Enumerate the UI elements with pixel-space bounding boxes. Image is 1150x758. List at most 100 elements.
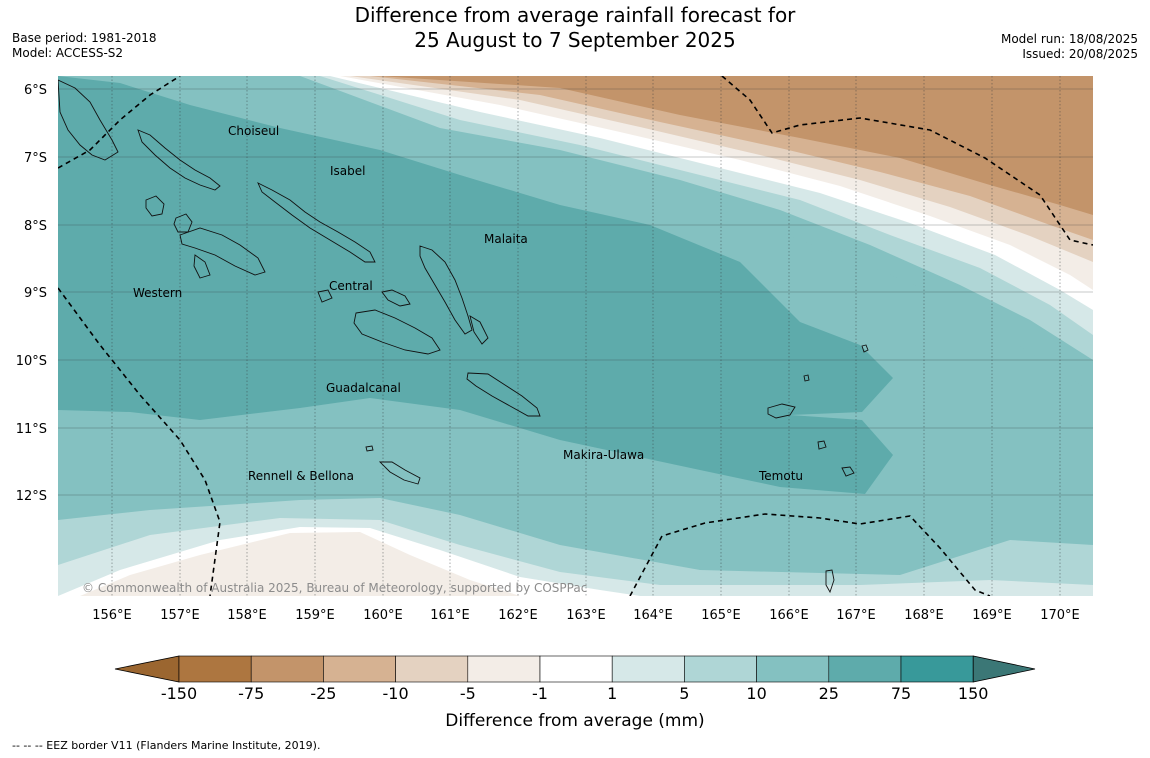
lon-label-169e: 169°E [972,608,1012,623]
lon-label-156e: 156°E [92,608,132,623]
island-nggela [381,289,411,307]
issued-date: Issued: 20/08/2025 [1022,47,1138,61]
lat-label-12s: 12°S [16,489,47,504]
colorbar-segment [828,655,902,683]
colorbar-extend-high [972,655,1036,683]
island-new-georgia [179,227,266,276]
colorbar-tick-label: 10 [746,684,766,703]
colorbar-tick-label: 25 [819,684,839,703]
model-name: Model: ACCESS-S2 [12,46,124,60]
island-anuta [825,569,835,594]
colorbar-tick-label: 5 [679,684,689,703]
colorbar-segment [900,655,974,683]
island-guadalcanal [353,309,441,355]
label-guadalcanal: Guadalcanal [326,381,401,395]
lon-label-167e: 167°E [836,608,876,623]
meta-left: Base period: 1981-2018 Model: ACCESS-S2 [12,31,157,61]
longitude-labels: 156°E 157°E 158°E 159°E 160°E 161°E 162°… [92,608,1080,623]
lat-label-6s: 6°S [24,83,47,98]
island-savo [317,289,333,303]
coastlines [58,79,869,594]
colorbar-tick-label: 75 [891,684,911,703]
colorbar-tick-label: -5 [460,684,476,703]
lon-label-166e: 166°E [769,608,809,623]
lon-label-161e: 161°E [430,608,470,623]
band-dry-25-75 [380,76,1093,215]
colorbar-segment [539,655,613,683]
island-duff [861,344,869,353]
colorbar-segment [250,655,324,683]
lat-label-9s: 9°S [24,286,47,301]
colorbar-tick-label: -150 [161,684,197,703]
place-labels: Choiseul Isabel Malaita Western Central … [133,124,803,483]
label-western: Western [133,286,182,300]
island-makira [466,372,541,417]
lon-label-160e: 160°E [363,608,403,623]
lon-label-164e: 164°E [633,608,673,623]
title-line-1: Difference from average rainfall forecas… [354,3,796,27]
lat-label-10s: 10°S [16,354,47,369]
model-run: Model run: 18/08/2025 [1000,32,1138,46]
colorbar-tick-label: 1 [607,684,617,703]
graticule [58,88,1093,496]
island-bougainville [58,79,119,161]
island-tikopia [841,466,855,477]
label-temotu: Temotu [758,469,803,483]
eez-border [58,76,1093,596]
lon-label-170e: 170°E [1040,608,1080,623]
latitude-labels: 6°S 7°S 8°S 9°S 10°S 11°S 12°S [16,83,47,504]
colorbar-segment [395,655,469,683]
colorbar-extend-low [114,655,180,683]
lon-label-168e: 168°E [904,608,944,623]
lon-label-165e: 165°E [701,608,741,623]
island-choiseul [137,129,221,191]
colorbar: -150 -75 -25 -10 -5 -1 1 5 10 25 75 150 [114,655,1036,703]
title-line-2: 25 August to 7 September 2025 [414,28,736,52]
label-makira-ulawa: Makira-Ulawa [563,448,644,462]
island-santa-cruz [767,403,796,419]
lat-label-11s: 11°S [16,422,47,437]
colorbar-title: Difference from average (mm) [445,711,704,731]
colorbar-tick-label: -1 [532,684,548,703]
colorbar-segment [756,655,830,683]
label-central: Central [329,279,373,293]
lon-label-162e: 162°E [498,608,538,623]
lat-label-8s: 8°S [24,219,47,234]
colorbar-segment [323,655,396,683]
colorbar-tick-label: -75 [238,684,264,703]
colorbar-tick-label: 150 [958,684,989,703]
island-malaita [419,245,473,335]
meridians [111,76,1061,596]
lon-label-158e: 158°E [227,608,267,623]
base-period: Base period: 1981-2018 [12,31,157,45]
island-vanikoro [817,440,827,450]
island-reef-islands [803,374,810,382]
label-rennell-bellona: Rennell & Bellona [248,469,354,483]
meta-right: Model run: 18/08/2025 Issued: 20/08/2025 [1001,32,1138,62]
colorbar-segment [611,655,685,683]
band-dry-south [80,532,520,596]
label-choiseul: Choiseul [228,124,279,138]
label-malaita: Malaita [484,232,528,246]
island-rendova [193,254,211,279]
lon-label-159e: 159°E [295,608,335,623]
copyright-text: © Commonwealth of Australia 2025, Bureau… [82,581,587,595]
island-small-malaita [469,315,489,345]
lon-label-163e: 163°E [566,608,606,623]
colorbar-tick-label: -10 [383,684,409,703]
colorbar-segment [684,655,757,683]
band-25-75 [58,76,893,494]
colorbar-tick-label: -25 [310,684,336,703]
island-isabel [257,182,376,263]
island-bellona [365,445,374,452]
island-rennell [378,461,421,485]
map-area: © Commonwealth of Australia 2025, Bureau… [58,76,1093,596]
island-vella-lavella [145,195,165,217]
colorbar-segment [178,655,252,683]
label-isabel: Isabel [330,164,365,178]
lat-label-7s: 7°S [24,151,47,166]
lon-label-157e: 157°E [160,608,200,623]
eez-footnote: -- -- -- EEZ border V11 (Flanders Marine… [12,739,321,752]
colorbar-segment [467,655,541,683]
